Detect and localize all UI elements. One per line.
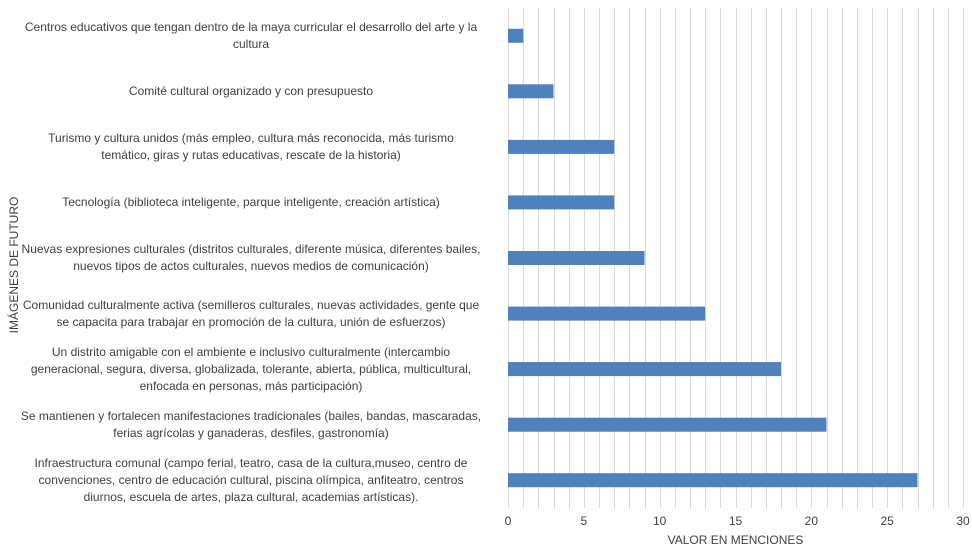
category-label-line: cultura <box>232 36 270 51</box>
bar <box>508 362 781 377</box>
category-label: Comunidad culturalmente activa (semiller… <box>6 297 496 331</box>
category-label-line: enfocada en personas, más participación) <box>139 378 363 393</box>
category-label-line: Un distrito amigable con el ambiente e i… <box>51 344 451 359</box>
category-label-line: se capacita para trabajar en promoción d… <box>56 314 446 329</box>
bar <box>508 251 645 265</box>
category-label: Turismo y cultura unidos (más empleo, cu… <box>6 130 496 164</box>
x-tick-label: 20 <box>804 514 819 528</box>
category-label: Infraestructura comunal (campo ferial, t… <box>6 455 496 506</box>
category-label-line: temático, giras y rutas educativas, resc… <box>101 147 401 162</box>
x-tick-label: 5 <box>580 514 588 528</box>
category-label-line: Nuevas expresiones culturales (distritos… <box>21 242 481 256</box>
x-axis-title: VALOR EN MENCIONES <box>667 533 804 547</box>
category-label: Comité cultural organizado y con presupu… <box>6 83 496 100</box>
bar <box>508 139 615 154</box>
category-label-line: nuevos tipos de actos culturales, nuevos… <box>73 259 429 273</box>
category-label: Nuevas expresiones culturales (distritos… <box>6 241 496 275</box>
bar <box>508 195 615 210</box>
category-label-line: diurnos, escuela de artes, plaza cultura… <box>83 489 419 504</box>
x-tick-label: 15 <box>728 514 743 528</box>
category-label: Tecnología (biblioteca inteligente, parq… <box>6 194 496 211</box>
category-label-line: ferias agrícolas y ganaderas, desfiles, … <box>113 425 389 440</box>
bars <box>508 28 918 488</box>
category-label-line: generacional, segura, diversa, globaliza… <box>30 361 472 376</box>
category-label-line: Centros educativos que tengan dentro de … <box>24 19 478 34</box>
y-axis-title-text: IMÁGENES DE FUTURO <box>7 196 21 334</box>
bar <box>508 28 524 43</box>
category-label-line: Se mantienen y fortalecen manifestacione… <box>20 408 482 423</box>
category-label-line: Comité cultural organizado y con presupu… <box>128 83 374 98</box>
category-label: Un distrito amigable con el ambiente e i… <box>6 344 496 395</box>
bar <box>508 84 554 99</box>
x-tick-label: 25 <box>880 514 894 528</box>
category-label-line: Tecnología (biblioteca inteligente, parq… <box>62 194 440 209</box>
bar <box>508 417 827 432</box>
category-label: Se mantienen y fortalecen manifestacione… <box>6 408 496 442</box>
x-tick-label: 0 <box>504 514 512 528</box>
bar <box>508 473 918 488</box>
category-label-line: Comunidad culturalmente activa (semiller… <box>22 297 480 312</box>
category-label-line: Infraestructura comunal (campo ferial, t… <box>34 455 468 470</box>
x-tick-label: 10 <box>652 514 667 528</box>
category-label-line: convenciones, centro de educación cultur… <box>38 472 464 487</box>
category-label-line: Turismo y cultura unidos (más empleo, cu… <box>48 130 454 145</box>
x-tick-label: 30 <box>956 514 970 528</box>
bar <box>508 306 706 321</box>
category-label: Centros educativos que tengan dentro de … <box>6 19 496 53</box>
